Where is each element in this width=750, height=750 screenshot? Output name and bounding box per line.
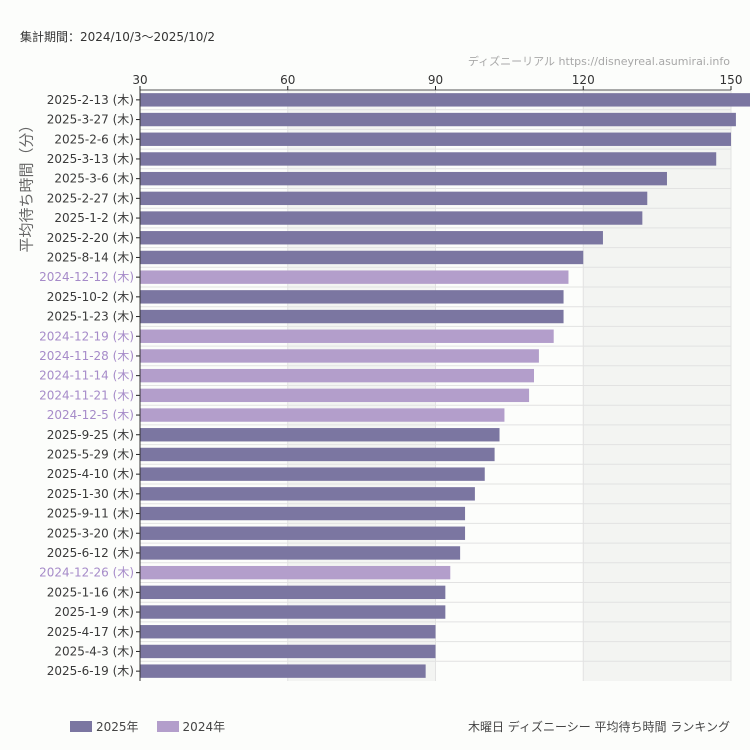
- legend-label-2024: 2024年: [182, 720, 226, 734]
- category-label: 2025-6-19 (木): [47, 664, 134, 678]
- axes: 30 60 90 120 150: [132, 73, 742, 681]
- chart-caption: 木曜日 ディズニーシー 平均待ち時間 ランキング: [467, 720, 730, 734]
- bar-26: [140, 585, 446, 600]
- category-label: 2025-3-20 (木): [47, 526, 134, 540]
- legend-item-2025: 2025年: [70, 718, 139, 735]
- category-label: 2025-1-30 (木): [47, 487, 134, 501]
- bar-14: [140, 349, 539, 363]
- category-label: 2025-3-27 (木): [47, 113, 134, 127]
- category-label: 2025-6-12 (木): [47, 546, 134, 560]
- legend: 2025年 2024年: [70, 718, 225, 735]
- bar-16: [140, 388, 530, 403]
- category-label: 2025-1-16 (木): [47, 585, 134, 599]
- category-label: 2025-10-2 (木): [47, 290, 134, 304]
- bar-5: [140, 171, 667, 186]
- bar-12: [140, 309, 564, 324]
- bar-1: [140, 93, 750, 107]
- category-label: 2025-4-17 (木): [47, 625, 134, 639]
- source-credit: ディズニーリアル https://disneyreal.asumirai.inf…: [467, 55, 730, 68]
- category-label: 2025-1-2 (木): [54, 211, 134, 225]
- category-label: 2025-2-6 (木): [54, 132, 134, 146]
- bar-9: [140, 250, 584, 265]
- aggregation-period: 集計期間：2024/10/3〜2025/10/2: [20, 30, 216, 44]
- x-tick-label: 30: [132, 73, 147, 87]
- category-label: 2025-2-27 (木): [47, 191, 134, 205]
- legend-label-2025: 2025年: [96, 720, 139, 734]
- bar-7: [140, 211, 643, 225]
- bar-30: [140, 664, 426, 678]
- bar-8: [140, 231, 603, 245]
- category-label: 2024-12-5 (木): [47, 408, 134, 422]
- bar-4: [140, 152, 717, 166]
- bar-3: [140, 132, 731, 146]
- x-tick-label: 60: [280, 73, 295, 87]
- bar-25: [140, 565, 451, 580]
- category-label: 2025-4-3 (木): [54, 644, 134, 658]
- gridlines: [139, 90, 732, 681]
- category-label: 2025-2-20 (木): [47, 231, 134, 245]
- category-label: 2025-2-13 (木): [47, 93, 134, 107]
- legend-swatch-2025: [70, 721, 92, 732]
- bar-29: [140, 644, 436, 659]
- legend-swatch-2024: [156, 721, 179, 732]
- bars: [140, 93, 750, 678]
- category-label: 2025-1-23 (木): [47, 310, 134, 324]
- category-label: 2024-12-26 (木): [39, 566, 134, 580]
- bar-13: [140, 329, 554, 343]
- x-tick-label: 150: [720, 73, 743, 87]
- bar-19: [140, 447, 495, 462]
- bar-10: [140, 270, 569, 284]
- category-label: 2025-9-25 (木): [47, 428, 134, 442]
- bar-11: [140, 290, 564, 304]
- bar-18: [140, 428, 500, 442]
- bar-17: [140, 408, 505, 422]
- category-label: 2024-12-19 (木): [39, 329, 134, 343]
- category-label: 2024-11-28 (木): [39, 349, 134, 363]
- bar-21: [140, 487, 475, 501]
- category-label: 2025-8-14 (木): [47, 250, 134, 264]
- category-labels: 2025-2-13 (木) 2025-3-27 (木) 2025-2-6 (木) 20…: [39, 93, 134, 678]
- legend-item-2024: 2024年: [156, 718, 226, 735]
- bar-22: [140, 506, 466, 521]
- category-label: 2025-3-13 (木): [47, 152, 134, 166]
- category-label: 2025-4-10 (木): [47, 467, 134, 481]
- category-label: 2024-11-21 (木): [39, 388, 134, 402]
- bar-24: [140, 546, 461, 560]
- bar-28: [140, 625, 436, 639]
- category-label: 2025-9-11 (木): [47, 507, 134, 521]
- category-label: 2025-1-9 (木): [54, 605, 134, 619]
- category-label: 2024-12-12 (木): [39, 270, 134, 284]
- category-label: 2024-11-14 (木): [39, 369, 134, 383]
- x-tick-label: 120: [572, 73, 595, 87]
- bar-27: [140, 605, 446, 619]
- bar-23: [140, 526, 466, 540]
- bar-15: [140, 368, 534, 383]
- x-tick-label: 90: [428, 73, 443, 87]
- category-label: 2025-5-29 (木): [47, 447, 134, 461]
- bar-6: [140, 191, 648, 206]
- bar-20: [140, 467, 485, 481]
- category-label: 2025-3-6 (木): [54, 172, 134, 186]
- bar-2: [140, 112, 736, 127]
